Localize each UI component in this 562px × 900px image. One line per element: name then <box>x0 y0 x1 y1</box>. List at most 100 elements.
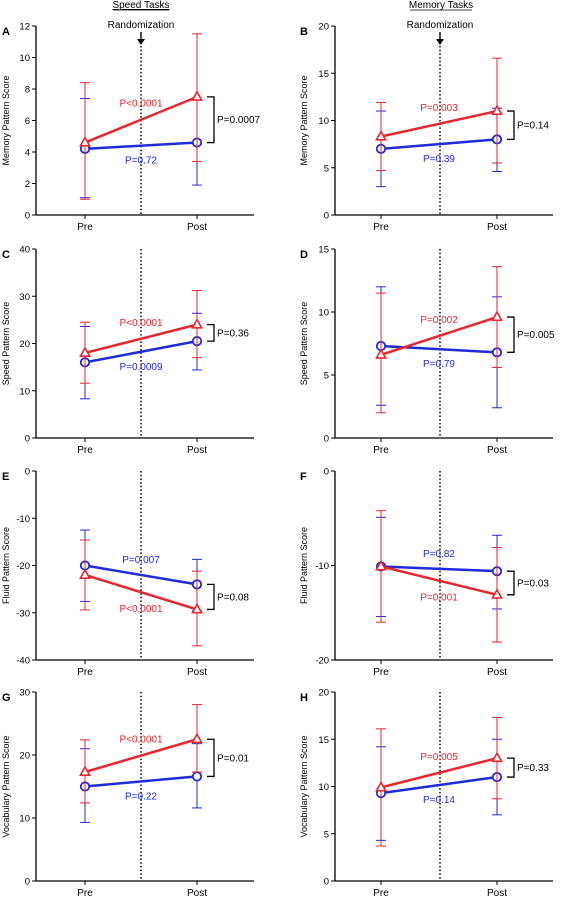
y-tick-label: 8 <box>25 85 30 96</box>
panel-letter: H <box>300 692 308 704</box>
p-value-red: P<0.0001 <box>119 735 163 746</box>
y-tick-label: -10 <box>16 514 30 525</box>
series-line <box>84 141 198 151</box>
series-blue <box>375 286 503 409</box>
p-value-red: P<0.0001 <box>119 318 163 329</box>
y-tick-label: 20 <box>19 751 30 762</box>
p-value-blue: P=0.79 <box>423 359 455 370</box>
x-tick-label: Post <box>187 445 207 456</box>
y-axis-label: Memory Pattern Score <box>1 75 11 165</box>
series-line <box>84 95 198 144</box>
p-value-between: P=0.14 <box>517 121 549 132</box>
p-value-blue: P=0.39 <box>423 154 455 165</box>
y-tick-label: 5 <box>324 829 329 840</box>
x-tick-label: Pre <box>373 667 389 678</box>
chart-panel-e: E Fluid Pattern Score -40 -30 -20 -10 0 Pre Post… <box>1 467 254 678</box>
series-red <box>375 717 503 847</box>
p-value-between: P=0.03 <box>517 578 549 589</box>
randomization-arrow-head <box>137 39 145 45</box>
y-tick-label: 40 <box>19 245 30 256</box>
between-group-bracket <box>207 96 215 144</box>
series-line <box>84 339 198 364</box>
between-group-bracket <box>207 583 215 611</box>
y-axis-label: Speed Pattern Score <box>299 302 309 386</box>
chart-panel-f: F Fluid Pattern Score -20 -10 0 Pre Post P=0.00… <box>299 467 553 678</box>
y-tick-label: -40 <box>16 656 30 667</box>
y-tick-label: -20 <box>16 561 30 572</box>
between-group-bracket <box>207 738 215 778</box>
x-tick-label: Pre <box>77 667 93 678</box>
p-value-between: P=0.005 <box>517 330 555 341</box>
p-value-red: P<0.0001 <box>119 99 163 110</box>
p-value-blue: P=0.22 <box>125 791 157 802</box>
chart-panel-h: H Vocabulary Pattern Score 0 5 10 15 20 Pre Post… <box>299 688 553 899</box>
series-red <box>79 539 203 647</box>
data-point-triangle <box>191 317 203 329</box>
between-group-bracket <box>207 323 215 342</box>
y-tick-label: 2 <box>25 179 30 190</box>
y-tick-label: 30 <box>19 292 30 303</box>
series-red <box>375 266 503 414</box>
column-title-memory: Memory Tasks <box>409 0 473 11</box>
x-tick-label: Pre <box>77 888 93 899</box>
y-tick-label: 12 <box>19 22 30 33</box>
series-line <box>380 344 498 354</box>
y-tick-label: 15 <box>318 69 329 80</box>
y-tick-label: 15 <box>318 735 329 746</box>
y-tick-label: 0 <box>324 434 329 445</box>
panel-letter: F <box>300 471 307 483</box>
series-line <box>84 738 198 774</box>
y-axis-label: Speed Pattern Score <box>1 302 11 386</box>
y-axis-label: Memory Pattern Score <box>299 75 309 165</box>
series-line <box>380 756 498 789</box>
series-red <box>375 510 503 643</box>
y-tick-label: 10 <box>19 53 30 64</box>
chart-panel-c: C Speed Pattern Score 0 10 20 30 40 Pre Post P<0.… <box>1 245 254 456</box>
p-value-between: P=0.33 <box>517 763 549 774</box>
x-tick-label: Post <box>487 667 507 678</box>
series-line <box>380 775 498 795</box>
p-value-blue: P=0.0009 <box>119 362 163 373</box>
panel-letter: A <box>2 26 10 38</box>
y-axis-label: Fluid Pattern Score <box>1 527 11 604</box>
series-red <box>79 33 203 200</box>
x-tick-label: Post <box>487 445 507 456</box>
y-tick-label: -30 <box>16 608 30 619</box>
series-line <box>84 573 198 611</box>
y-tick-label: 10 <box>19 814 30 825</box>
p-value-red: P=0.003 <box>420 103 458 114</box>
series-line <box>84 775 198 788</box>
data-point-triangle <box>191 602 203 614</box>
p-value-red: P<0.0001 <box>119 604 163 615</box>
p-value-between: P=0.01 <box>217 753 249 764</box>
x-tick-label: Post <box>487 888 507 899</box>
y-tick-label: 15 <box>318 245 329 256</box>
data-point-triangle <box>375 348 387 359</box>
panel-letter: E <box>2 471 9 483</box>
y-tick-label: 0 <box>324 877 329 888</box>
y-tick-label: 6 <box>25 116 30 127</box>
x-tick-label: Post <box>187 222 207 233</box>
randomization-label: Randomization <box>407 20 474 31</box>
randomization-arrow-head <box>436 39 444 45</box>
y-tick-label: -10 <box>315 561 329 572</box>
data-point-triangle <box>491 310 503 322</box>
y-tick-label: 4 <box>25 148 30 159</box>
data-point-triangle <box>491 104 503 116</box>
series-line <box>380 109 498 138</box>
column-title-speed: Speed Tasks <box>112 0 169 11</box>
panel-letter: D <box>300 249 308 261</box>
panels: A Memory Pattern Score 0 2 4 6 8 10 12 Pre Post Ran… <box>1 20 555 899</box>
p-value-blue: P=0.72 <box>125 156 157 167</box>
chart-panel-b: B Memory Pattern Score 0 5 10 15 20 Pre Post Rand… <box>299 20 553 233</box>
data-point-triangle <box>491 751 503 763</box>
p-value-between: P=0.08 <box>217 592 249 603</box>
data-point-triangle <box>491 588 503 599</box>
p-value-blue: P=0.14 <box>423 795 455 806</box>
between-group-bracket <box>507 110 515 141</box>
p-value-red: P=0.002 <box>420 315 458 326</box>
y-tick-label: 10 <box>19 386 30 397</box>
p-value-red: P=0.005 <box>420 752 458 763</box>
x-tick-label: Post <box>487 222 507 233</box>
